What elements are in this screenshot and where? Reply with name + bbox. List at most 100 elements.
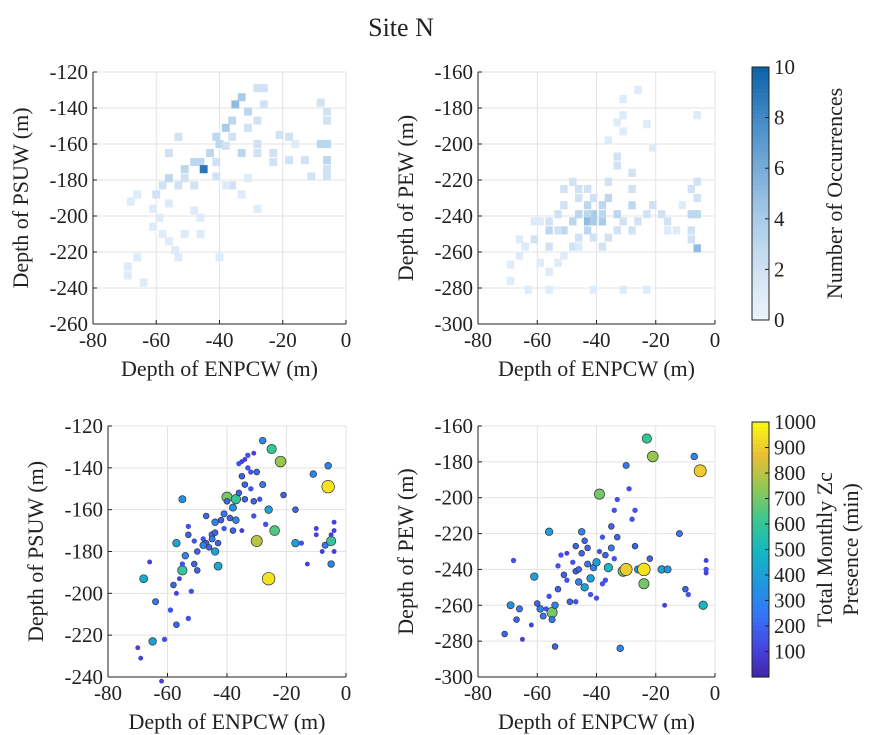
heatmap-cell	[228, 116, 237, 125]
colorbar-segment	[752, 185, 769, 190]
scatter-point	[221, 525, 227, 532]
scatter-point	[560, 571, 568, 579]
colorbar-segment	[752, 443, 769, 449]
heatmap-cell	[269, 148, 278, 158]
colorbar-frame	[751, 66, 770, 321]
colorbar-segment	[752, 277, 769, 283]
heatmap-cell	[285, 156, 294, 165]
heatmap-cell	[506, 276, 515, 285]
scatter-point	[646, 555, 654, 562]
scatter-point	[647, 450, 659, 463]
scatter-point	[551, 643, 559, 650]
y-tick-label: -160	[65, 498, 104, 522]
colorbar-label-line: Total Monthly Zc	[812, 472, 837, 627]
colorbar-segment	[752, 252, 769, 258]
colorbar-segment	[752, 502, 769, 508]
heatmap-cell	[244, 174, 252, 183]
colorbar-segment	[752, 600, 769, 606]
colorbar-segment	[752, 434, 769, 440]
colorbar-tick-label: 0	[774, 308, 785, 332]
y-tick-label: -220	[65, 623, 104, 647]
colorbar-segment	[752, 104, 769, 110]
y-tick-label: -180	[435, 96, 474, 120]
heatmap-cell	[190, 181, 199, 190]
y-tick-label: -180	[435, 450, 474, 474]
heatmap-cell	[237, 190, 246, 199]
heatmap-cell	[228, 132, 237, 141]
scatter-point	[250, 498, 258, 505]
colorbar-segment	[752, 67, 769, 72]
colorbar-segment	[752, 617, 769, 623]
scatter-point	[703, 558, 709, 563]
scatter-point	[682, 585, 689, 593]
colorbar-segment	[752, 218, 769, 224]
scatter-point	[250, 535, 263, 547]
heatmap-cell	[164, 174, 173, 183]
scatter-point	[546, 593, 552, 599]
scatter-point	[510, 557, 517, 564]
x-tick-label: -20	[642, 681, 670, 705]
scatter-point	[229, 503, 237, 512]
scatter-point	[319, 549, 325, 554]
heatmap-cell	[212, 132, 221, 141]
y-axis-label: Depth of PSUW (m)	[8, 107, 33, 288]
colorbar-segment	[752, 460, 769, 466]
colorbar-segment	[752, 315, 769, 321]
scatter-point	[592, 558, 601, 567]
colorbar-tick-label: 900	[774, 436, 806, 460]
y-tick-label: -180	[50, 168, 89, 192]
scatter-point	[698, 600, 708, 610]
heatmap-cell	[693, 193, 701, 203]
x-tick-label: -80	[79, 328, 107, 352]
colorbar-tick-label: 2	[774, 257, 785, 281]
y-tick-label: -240	[50, 276, 89, 300]
y-tick-label: -200	[50, 204, 89, 228]
heatmap-cell	[619, 285, 627, 294]
scatter-point	[185, 615, 191, 622]
colorbar-tick-label: 200	[774, 614, 806, 638]
x-tick-label: -40	[206, 328, 234, 352]
colorbar-segment	[752, 142, 769, 148]
x-tick-label: 0	[710, 681, 721, 705]
scatter-point	[259, 436, 267, 445]
colorbar-segment	[752, 422, 769, 427]
colorbar-segment	[752, 485, 769, 491]
heatmap-cell	[693, 177, 701, 186]
scatter-point	[638, 578, 650, 590]
scatter-point	[235, 489, 243, 497]
heatmap-cell	[123, 271, 132, 280]
heatmap-cell	[663, 226, 672, 235]
scatter-point	[245, 465, 251, 471]
scatter-point	[241, 481, 249, 488]
colorbar-segment	[752, 553, 769, 559]
scatter-point	[564, 550, 570, 556]
scatter-point	[214, 539, 222, 547]
heatmap-cell	[545, 226, 553, 235]
colorbar-tick-label: 1000	[774, 410, 816, 434]
scatter-point	[280, 491, 287, 499]
heatmap-cell	[554, 210, 562, 219]
x-axis-label: Depth of ENPCW (m)	[498, 356, 695, 381]
heatmap-cell	[575, 193, 583, 203]
heatmap-cell	[164, 199, 173, 208]
colorbar-segment	[752, 498, 769, 504]
colorbar-segment	[752, 587, 769, 593]
colorbar-segment	[752, 604, 769, 610]
heatmap-cell	[589, 193, 598, 203]
colorbar-segment	[752, 201, 769, 207]
scatter-point	[248, 486, 254, 492]
colorbar-segment	[752, 138, 769, 144]
colorbar-segment	[752, 549, 769, 555]
x-tick-label: -40	[583, 328, 611, 352]
scatter-point	[161, 636, 168, 643]
scatter-point	[631, 542, 639, 550]
heatmap-cell	[244, 123, 252, 132]
colorbar-segment	[752, 311, 769, 317]
heatmap-cell	[506, 260, 515, 269]
scatter-point	[619, 563, 633, 576]
heatmap-cell	[253, 204, 262, 213]
colorbar-segment	[752, 430, 769, 436]
scatter-point	[641, 433, 652, 444]
y-tick-label: -220	[435, 168, 474, 192]
colorbar-segment	[752, 248, 769, 254]
